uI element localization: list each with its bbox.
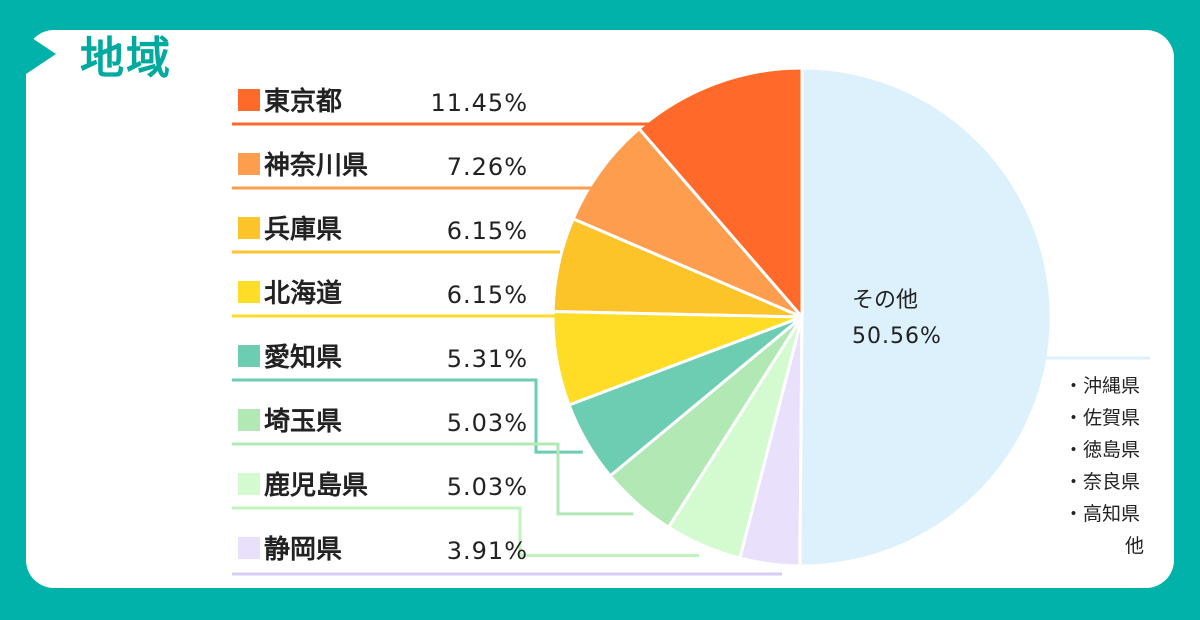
other-detail-item: ・佐賀県 xyxy=(1064,407,1140,429)
other-detail-item: ・沖縄県 xyxy=(1064,375,1140,397)
legend-label: 北海道 xyxy=(264,278,342,309)
data-label: 11.45% xyxy=(430,89,528,117)
legend-label: 兵庫県 xyxy=(264,215,342,245)
data-label: 3.91% xyxy=(447,537,528,565)
data-label: 6.15% xyxy=(447,281,528,309)
legend-swatch xyxy=(238,409,260,431)
data-label: 7.26% xyxy=(447,153,528,181)
legend-swatch xyxy=(238,281,260,303)
legend-label: 神奈川県 xyxy=(264,151,368,181)
legend-label: 愛知県 xyxy=(264,343,342,373)
other-value-label: 50.56% xyxy=(852,324,942,349)
play-arrow-icon xyxy=(26,34,56,74)
legend-label: 東京都 xyxy=(264,86,342,117)
legend-label: 埼玉県 xyxy=(264,407,342,437)
data-label: 5.03% xyxy=(447,473,528,501)
data-label: 5.31% xyxy=(447,345,528,373)
other-detail-item: 他 xyxy=(1125,535,1144,557)
legend-label: 静岡県 xyxy=(264,534,342,565)
legend-swatch xyxy=(238,537,260,559)
pie-slice-2 xyxy=(571,127,804,319)
legend-label: 鹿児島県 xyxy=(264,470,368,501)
legend-swatch xyxy=(238,217,260,239)
pie-slice-1 xyxy=(637,66,804,319)
other-detail-item: ・高知県 xyxy=(1064,503,1140,525)
other-detail-item: ・徳島県 xyxy=(1064,439,1140,461)
pie-slice-9 xyxy=(798,66,1053,568)
data-label: 6.15% xyxy=(447,217,528,245)
leader-line xyxy=(232,442,634,516)
leader-line xyxy=(232,506,700,557)
other-detail-item: ・奈良県 xyxy=(1064,471,1140,493)
data-label: 5.03% xyxy=(447,409,528,437)
legend-swatch xyxy=(238,89,260,111)
legend-swatch xyxy=(238,153,260,175)
legend-swatch xyxy=(238,345,260,367)
other-label: その他 xyxy=(852,288,918,313)
chart-title: 地域 xyxy=(80,33,172,84)
legend-swatch xyxy=(238,473,260,495)
